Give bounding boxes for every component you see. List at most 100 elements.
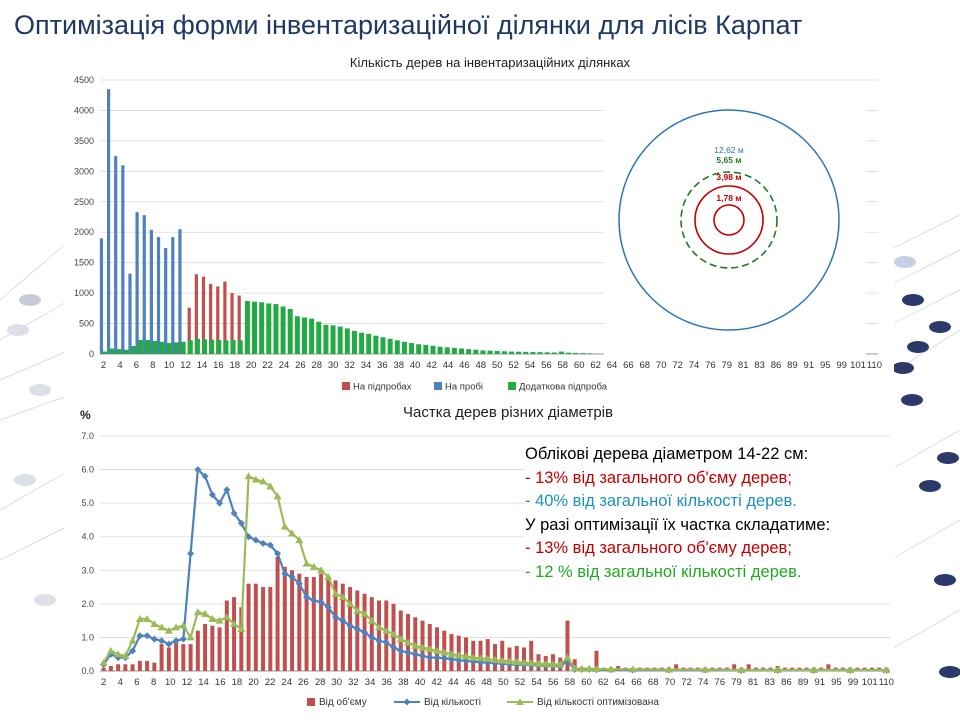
tree-count-chart-panel: Кількість дерев на інвентаризаційних діл… [64, 50, 894, 398]
series-marker [157, 623, 166, 631]
bar [210, 625, 215, 671]
bar [137, 339, 143, 354]
bar [573, 352, 579, 354]
series-marker [135, 614, 144, 622]
bar [261, 587, 266, 671]
x-tick-label: 36 [381, 677, 392, 688]
x-tick-label: 68 [648, 677, 659, 688]
x-tick-label: 44 [443, 360, 454, 371]
series-marker [303, 593, 311, 601]
series-marker [382, 626, 391, 634]
y-tick-label: 4000 [74, 105, 94, 115]
bar [202, 339, 208, 354]
bar [166, 343, 172, 354]
y-tick-label: 2000 [74, 227, 94, 237]
series-marker [577, 664, 586, 672]
bar [401, 341, 407, 354]
series-marker [193, 608, 202, 616]
bar [230, 339, 236, 354]
series-marker [505, 657, 514, 665]
chart1-legend: На підпробах На пробі Додаткова підпроба [342, 382, 608, 393]
circle-1-78m [713, 204, 745, 236]
series-marker [563, 653, 572, 661]
x-tick-label: 42 [426, 360, 437, 371]
y-tick-label: 7.0 [81, 431, 94, 441]
annotation-line: - 13% від загального об'єму дерев; [525, 539, 792, 557]
bar [101, 667, 106, 671]
y-tick-label: 6.0 [81, 465, 94, 475]
x-tick-label: 22 [262, 360, 273, 371]
series-marker [324, 603, 332, 611]
bar [102, 351, 108, 354]
series-marker [164, 626, 173, 634]
series-marker [280, 522, 289, 530]
bar [566, 352, 572, 354]
diagram-background [604, 85, 866, 360]
bar [137, 660, 142, 671]
bar [530, 352, 536, 354]
series-marker [367, 616, 376, 624]
bar [394, 340, 400, 354]
bar [216, 339, 222, 354]
decoration-dot [7, 324, 29, 336]
x-tick-label: 62 [598, 677, 609, 688]
series-marker [491, 655, 499, 663]
series-marker [440, 648, 449, 656]
bar [732, 664, 737, 671]
x-tick-label: 99 [848, 677, 859, 688]
annotation-box: Облікові дерева діаметром 14-22 см: - 13… [525, 443, 895, 584]
bar [326, 577, 331, 671]
bar [194, 338, 200, 354]
bar [501, 351, 507, 354]
bar [203, 624, 208, 671]
bar [188, 644, 193, 671]
series-marker [172, 637, 180, 645]
bar [287, 308, 293, 354]
x-tick-label: 72 [681, 677, 692, 688]
bar [130, 346, 136, 354]
bar [259, 302, 265, 354]
x-tick-label: 54 [525, 360, 536, 371]
bar [444, 347, 450, 354]
series-marker [419, 652, 427, 660]
decoration-dot [14, 474, 36, 486]
decoration-dot [937, 452, 959, 464]
series-marker [606, 665, 615, 673]
bar [201, 276, 206, 354]
series-marker [846, 665, 855, 673]
x-tick-label: 58 [565, 677, 576, 688]
series-marker [186, 633, 195, 641]
bar [487, 350, 493, 354]
x-tick-label: 89 [787, 360, 798, 371]
x-tick-label: 99 [836, 360, 847, 371]
series-marker [375, 637, 383, 645]
y-tick-label: 5.0 [81, 498, 94, 508]
x-tick-label: 52 [515, 677, 526, 688]
annotation-line: У разі оптимізації їх частка складатиме: [525, 515, 831, 534]
x-tick-label: 32 [348, 677, 359, 688]
bar [144, 339, 150, 354]
bar [275, 556, 280, 671]
bar [123, 664, 128, 671]
bar [149, 229, 153, 354]
bar [565, 620, 570, 671]
series-marker [773, 665, 782, 673]
series-marker [541, 659, 550, 667]
series-marker [136, 632, 144, 640]
series-marker [244, 472, 253, 480]
diagram-radius-label: 12,62 м [714, 145, 744, 155]
bar [826, 664, 831, 671]
circle-5-65m [680, 171, 778, 269]
series-marker [252, 536, 260, 544]
series-marker [519, 658, 528, 666]
bar [171, 237, 175, 354]
chart2-title: Частка дерев різних діаметрів [403, 404, 613, 421]
bar [380, 337, 386, 354]
legend-label: На пробі [445, 382, 483, 393]
x-tick-label: 12 [180, 360, 191, 371]
bar [123, 349, 129, 354]
series-marker [266, 482, 275, 490]
x-tick-label: 18 [232, 677, 243, 688]
y-tick-label: 3500 [74, 136, 94, 146]
